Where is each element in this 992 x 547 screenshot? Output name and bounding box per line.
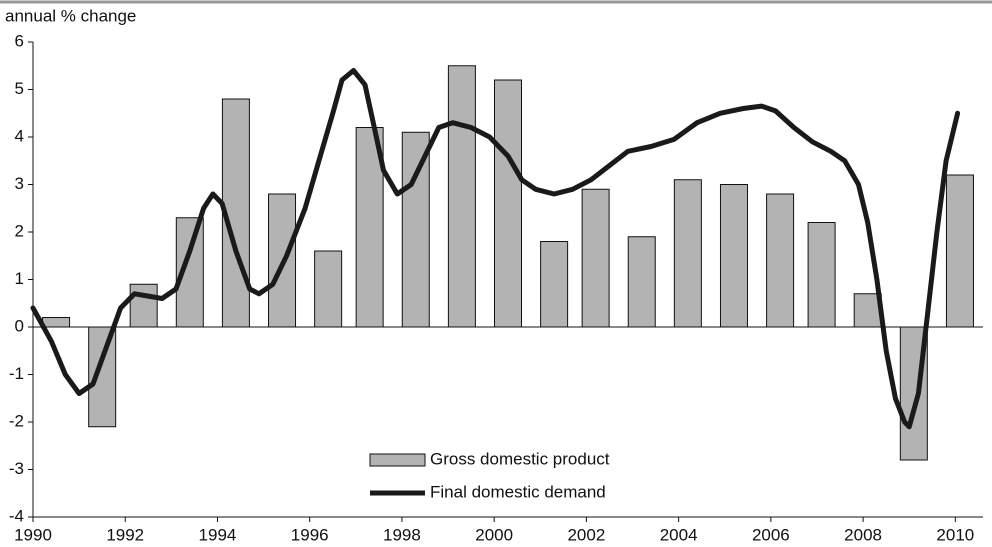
legend-swatch — [369, 453, 426, 467]
y-tick-label: -2 — [9, 411, 24, 430]
bar — [945, 174, 974, 328]
x-tick-label: 2010 — [936, 525, 974, 544]
bar — [401, 131, 430, 328]
x-tick-label: 2008 — [844, 525, 882, 544]
x-tick-label: 1990 — [14, 525, 52, 544]
y-tick-label: 6 — [15, 31, 24, 50]
y-tick-label: 1 — [15, 269, 24, 288]
y-tick-label: -3 — [9, 459, 24, 478]
bar — [129, 283, 158, 328]
x-tick-label: 1996 — [291, 525, 329, 544]
line — [30, 68, 961, 430]
y-tick-label: -1 — [9, 364, 24, 383]
bar — [627, 236, 656, 328]
x-tick-label: 2006 — [752, 525, 790, 544]
y-tick-label: 4 — [15, 126, 24, 145]
bar — [719, 184, 748, 328]
y-tick-label: 2 — [15, 221, 24, 240]
bar — [673, 179, 702, 328]
y-tick-label: 5 — [15, 79, 24, 98]
bar — [807, 222, 836, 328]
bar — [42, 317, 71, 328]
bar — [447, 65, 476, 328]
bar — [540, 241, 569, 328]
legend-label: Final domestic demand — [430, 482, 606, 501]
y-axis-label: annual % change — [5, 6, 136, 25]
bar — [314, 250, 343, 328]
x-tick-label: 2004 — [660, 525, 698, 544]
x-tick-label: 2002 — [567, 525, 605, 544]
x-tick-label: 1998 — [383, 525, 421, 544]
bar — [355, 127, 384, 328]
x-tick-label: 1994 — [199, 525, 237, 544]
bar — [88, 326, 117, 428]
x-tick-label: 1992 — [106, 525, 144, 544]
legend-label: Gross domestic product — [430, 449, 610, 468]
y-tick-label: -4 — [9, 506, 24, 525]
x-tick-label: 2000 — [475, 525, 513, 544]
y-tick-label: 3 — [15, 174, 24, 193]
y-tick-label: 0 — [15, 316, 24, 335]
bar — [766, 193, 795, 328]
bar — [581, 188, 610, 328]
bar — [494, 79, 522, 328]
